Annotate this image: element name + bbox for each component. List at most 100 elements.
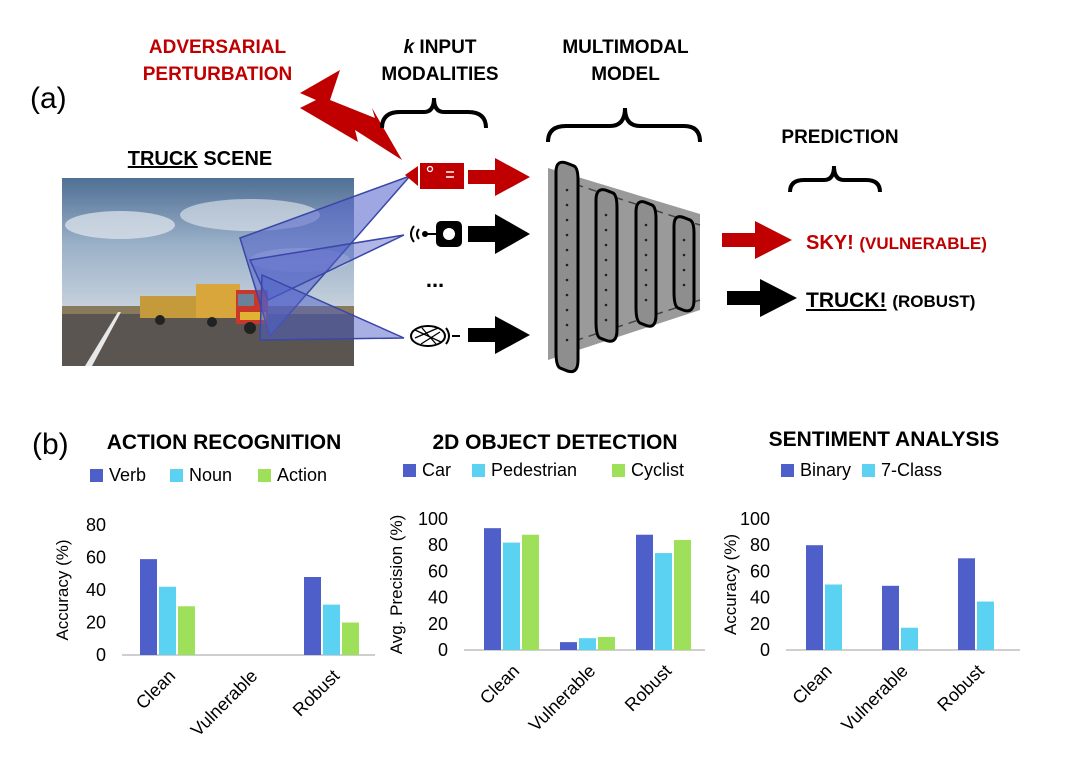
multimodal-model-graphic	[548, 160, 701, 374]
scene-rest: SCENE	[197, 148, 273, 170]
beam-audio	[248, 234, 405, 302]
chart-2-bar-car	[484, 528, 501, 650]
chart-3-bar-binary	[806, 545, 823, 650]
chart-1-ytick-label: 20	[86, 613, 106, 633]
chart-3-ylabel: Accuracy (%)	[721, 534, 740, 635]
chart-3-legend-label: Binary	[800, 460, 851, 480]
modalities-k: k	[403, 37, 415, 58]
chart-1-ytick-label: 40	[86, 580, 106, 600]
chart-2-bar-cyclist	[522, 534, 539, 650]
perturbation-line1: ADVERSARIAL	[148, 37, 287, 58]
chart-2-ytick-label: 60	[428, 561, 448, 581]
panel-b-tag: (b)	[32, 428, 69, 461]
chart-1-ytick-label: 80	[86, 515, 106, 535]
prediction-vulnerable: SKY! (VULNERABLE)	[806, 230, 1036, 257]
prediction-header: PREDICTION	[781, 127, 899, 148]
prediction-vulnerable-sub: (VULNERABLE)	[859, 234, 987, 253]
chart-1-legend-label: Action	[277, 465, 327, 485]
chart-2-bar-pedestrian	[655, 553, 672, 650]
chart-3-bar-7-class	[977, 601, 994, 650]
model-line1: MULTIMODAL	[562, 37, 689, 58]
chart-3-ytick-label: 0	[760, 640, 770, 660]
prediction-vulnerable-main: SKY!	[806, 232, 854, 254]
modalities-label: k INPUT MODALITIES	[365, 34, 515, 88]
chart-1-category-label: Vulnerable	[187, 666, 262, 741]
scene-underlined: TRUCK	[127, 148, 198, 170]
chart-2-bar-cyclist	[598, 636, 615, 650]
truck-scene-image	[62, 178, 354, 366]
chart-2-legend-swatch	[612, 464, 625, 477]
chart-1-legend-swatch	[90, 469, 103, 482]
chart-3-category-label: Vulnerable	[837, 661, 912, 736]
panel-a-tag: (a)	[30, 82, 67, 115]
chart-2-bar-car	[560, 642, 577, 650]
chart-2-legend-swatch	[403, 464, 416, 477]
chart-1-category-label: Clean	[132, 666, 179, 713]
chart-2-legend-label: Car	[422, 460, 451, 480]
chart-1-legend-label: Verb	[109, 465, 146, 485]
chart-1-legend-swatch	[170, 469, 183, 482]
chart-1-title: ACTION RECOGNITION	[107, 431, 342, 454]
chart-1-legend-swatch	[258, 469, 271, 482]
chart-2-bar-cyclist	[674, 539, 691, 650]
input-arrow-red	[468, 158, 530, 196]
input-arrow-mic	[468, 316, 530, 354]
chart-1-bar-action	[342, 622, 359, 655]
chart-1-bar-noun	[323, 604, 340, 655]
chart-3-category-label: Clean	[788, 661, 835, 708]
chart-1-bar-verb	[304, 577, 321, 655]
chart-2-category-label: Robust	[621, 661, 675, 715]
model-label: MULTIMODAL MODEL	[543, 34, 708, 88]
scene-label: TRUCK SCENE	[105, 146, 295, 173]
chart-2-title: 2D OBJECT DETECTION	[432, 431, 677, 454]
chart-2-bar-pedestrian	[579, 638, 596, 650]
prediction-robust-sub: (ROBUST)	[892, 292, 976, 311]
chart-3-legend-swatch	[862, 464, 875, 477]
modalities-line1: INPUT	[414, 37, 477, 58]
chart-2-ytick-label: 40	[428, 588, 448, 608]
chart-3-title: SENTIMENT ANALYSIS	[769, 428, 1000, 451]
beam-camera	[239, 175, 411, 338]
chart-3-ytick-label: 20	[750, 614, 770, 634]
prediction-brace	[788, 165, 882, 193]
chart-1-ylabel: Accuracy (%)	[53, 539, 72, 640]
chart-3-bar-7-class	[901, 627, 918, 650]
chart-1-bar-verb	[140, 559, 157, 655]
prediction-robust-main: TRUCK!	[806, 289, 887, 312]
chart-2-bar-car	[636, 534, 653, 650]
chart-2-category-label: Vulnerable	[525, 661, 600, 736]
chart-1-bar-action	[178, 606, 195, 655]
chart-2-ytick-label: 20	[428, 614, 448, 634]
chart-2-legend-label: Pedestrian	[491, 460, 577, 480]
model-brace	[546, 107, 702, 143]
chart-2-ylabel: Avg. Precision (%)	[387, 515, 406, 655]
chart-2-ytick-label: 80	[428, 535, 448, 555]
chart-1-ytick-label: 0	[96, 645, 106, 665]
chart-3-bar-binary	[958, 558, 975, 650]
chart-3-ytick-label: 100	[740, 509, 770, 529]
modality-ellipsis: ...	[425, 267, 445, 292]
chart-2-ytick-label: 0	[438, 640, 448, 660]
chart-1-legend-label: Noun	[189, 465, 232, 485]
perturbation-line2: PERTURBATION	[142, 64, 293, 85]
chart-1-category-label: Robust	[289, 666, 343, 720]
output-arrow-black	[727, 279, 797, 317]
charts-area: ACTION RECOGNITION Verb Noun Action Accuracy…	[53, 428, 1020, 741]
output-arrow-red	[722, 221, 792, 259]
chart-2-legend-swatch	[472, 464, 485, 477]
input-arrow-audio	[468, 214, 530, 254]
camera-icon	[405, 163, 464, 189]
prediction-robust: TRUCK! (ROBUST)	[806, 287, 1036, 315]
model-line2: MODEL	[591, 64, 660, 85]
chart-3-ytick-label: 40	[750, 588, 770, 608]
chart-3-legend-label: 7-Class	[881, 460, 942, 480]
chart-1-bar-noun	[159, 586, 176, 655]
chart-3-ytick-label: 80	[750, 535, 770, 555]
modalities-brace	[380, 97, 488, 129]
chart-3-bar-binary	[882, 585, 899, 650]
modalities-line2: MODALITIES	[381, 64, 499, 85]
audio-sensor-icon	[410, 221, 462, 247]
chart-1-ytick-label: 60	[86, 548, 106, 568]
chart-2-category-label: Clean	[476, 661, 523, 708]
chart-3-legend-swatch	[781, 464, 794, 477]
